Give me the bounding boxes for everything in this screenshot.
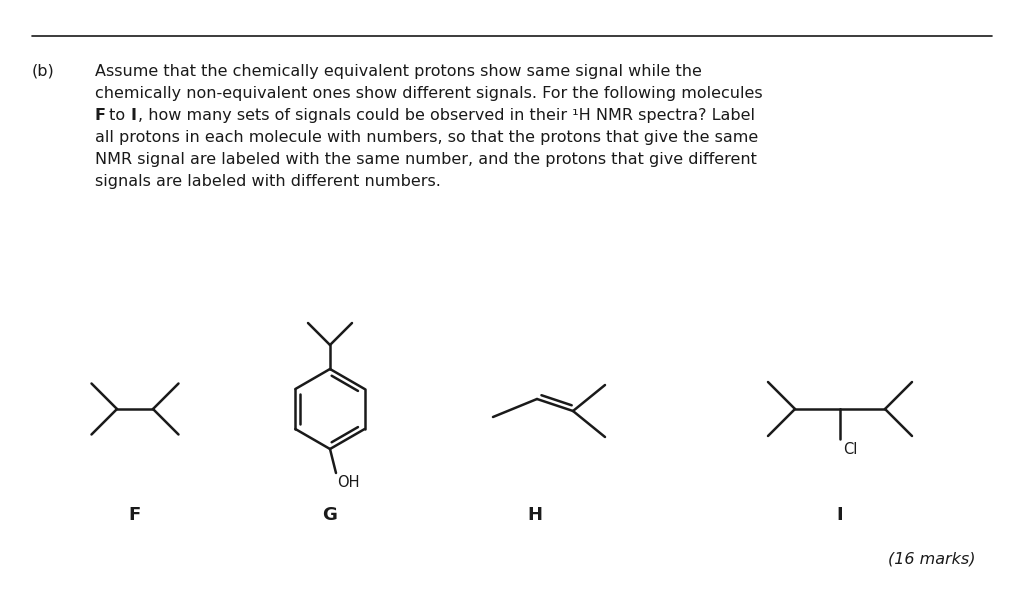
Text: G: G [323, 506, 338, 524]
Text: (16 marks): (16 marks) [888, 551, 975, 566]
Text: signals are labeled with different numbers.: signals are labeled with different numbe… [95, 174, 441, 189]
Text: chemically non-equivalent ones show different signals. For the following molecul: chemically non-equivalent ones show diff… [95, 86, 763, 101]
Text: I: I [837, 506, 844, 524]
Text: F: F [129, 506, 141, 524]
Text: I: I [130, 108, 136, 123]
Text: Cl: Cl [843, 442, 857, 457]
Text: , how many sets of signals could be observed in their ¹H NMR spectra? Label: , how many sets of signals could be obse… [138, 108, 755, 123]
Text: (b): (b) [32, 64, 54, 79]
Text: F: F [95, 108, 106, 123]
Text: NMR signal are labeled with the same number, and the protons that give different: NMR signal are labeled with the same num… [95, 152, 757, 167]
Text: Assume that the chemically equivalent protons show same signal while the: Assume that the chemically equivalent pr… [95, 64, 701, 79]
Text: OH: OH [337, 475, 359, 490]
Text: H: H [527, 506, 543, 524]
Text: all protons in each molecule with numbers, so that the protons that give the sam: all protons in each molecule with number… [95, 130, 758, 145]
Text: to: to [103, 108, 130, 123]
